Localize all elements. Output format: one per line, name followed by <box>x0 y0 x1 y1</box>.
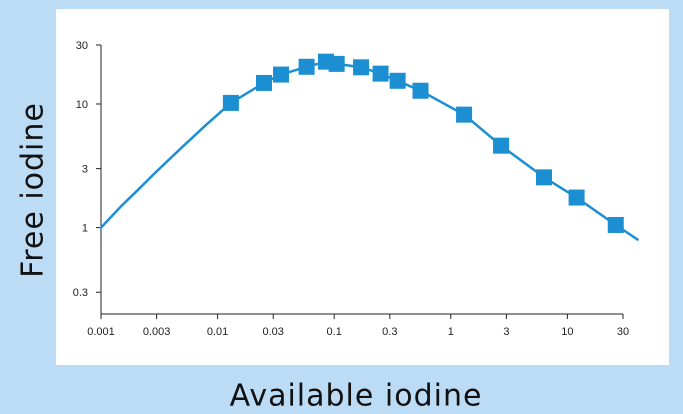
y-tick-label: 10 <box>76 99 88 111</box>
chart-panel: 0.001 0.003 0.01 0.03 0.1 0.3 1 3 10 30 0.3 1 3 10 30 <box>56 9 669 365</box>
y-tick-label: 3 <box>82 164 88 176</box>
x-tick-label: 30 <box>617 326 629 338</box>
x-tick-label: 0.1 <box>327 326 342 338</box>
x-tick-label: 1 <box>448 326 454 338</box>
x-axis-label: Available iodine <box>229 378 483 414</box>
y-tick-label: 1 <box>82 223 88 235</box>
data-point <box>568 189 585 206</box>
data-point <box>273 66 290 83</box>
chart-axes: 0.001 0.003 0.01 0.03 0.1 0.3 1 3 10 30 0.3 1 3 10 30 <box>73 40 629 338</box>
data-point <box>298 58 315 75</box>
x-tick-label: 10 <box>561 326 573 338</box>
data-point <box>412 82 429 99</box>
y-tick-label: 0.3 <box>73 287 88 299</box>
data-point <box>255 74 272 91</box>
data-point <box>535 169 552 186</box>
x-tick-label: 3 <box>503 326 509 338</box>
y-tick-label: 30 <box>76 40 88 52</box>
data-point <box>389 72 406 89</box>
y-axis-label: Free iodine <box>15 102 51 278</box>
data-point <box>493 137 510 154</box>
x-tick-label: 0.3 <box>382 326 397 338</box>
data-point <box>328 55 345 72</box>
data-point <box>222 94 239 111</box>
data-point <box>372 65 389 82</box>
x-tick-label: 0.001 <box>87 326 115 338</box>
data-point <box>456 106 473 123</box>
data-point <box>607 216 624 233</box>
x-tick-label: 0.003 <box>143 326 171 338</box>
x-tick-label: 0.01 <box>207 326 228 338</box>
fit-curve-layer <box>99 60 639 241</box>
data-points-layer <box>222 53 624 233</box>
fit-curve <box>99 60 639 241</box>
data-point <box>353 59 370 76</box>
x-tick-label: 0.03 <box>263 326 284 338</box>
chart-plot: 0.001 0.003 0.01 0.03 0.1 0.3 1 3 10 30 0.3 1 3 10 30 <box>73 40 639 338</box>
